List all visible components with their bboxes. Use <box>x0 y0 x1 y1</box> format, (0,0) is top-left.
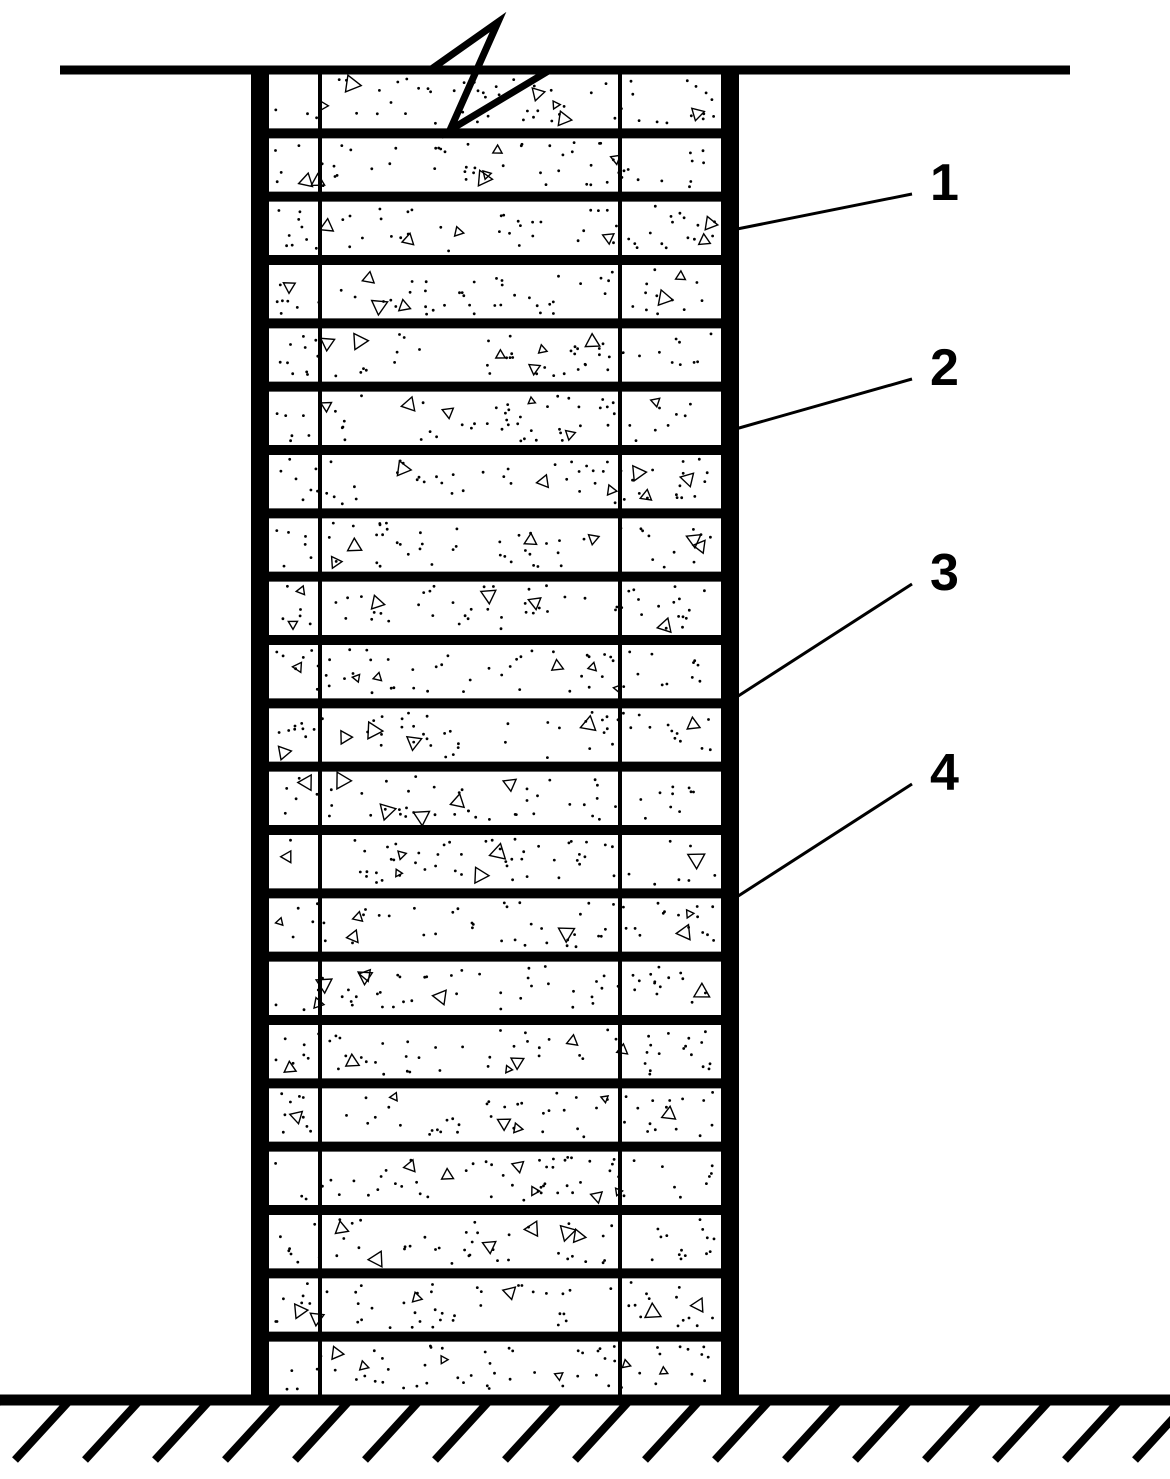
callout-label: 1 <box>930 154 959 212</box>
column-fill <box>269 70 721 1400</box>
callout-label: 3 <box>930 544 959 602</box>
callout-label: 2 <box>930 339 959 397</box>
callout-label: 4 <box>930 744 959 802</box>
